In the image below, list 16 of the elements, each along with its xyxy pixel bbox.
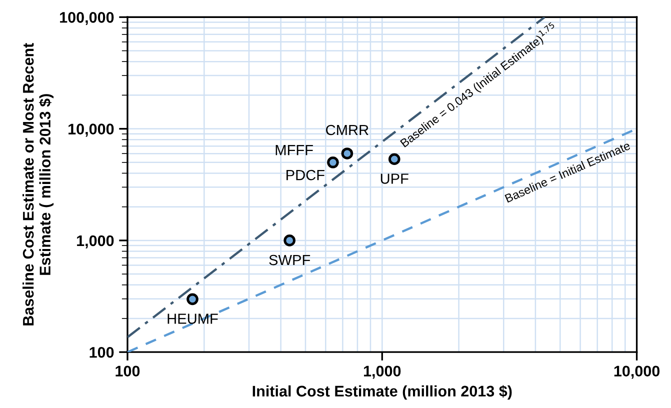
x-axis-title: Initial Cost Estimate (million 2013 $) — [252, 385, 512, 400]
x-tick-label: 1,000 — [364, 366, 401, 379]
x-tick-label: 10,000 — [614, 366, 660, 379]
y-tick-label: 1,000 — [77, 235, 114, 248]
annotation: MFFF — [276, 145, 313, 156]
y-axis-title: Baseline Cost Estimate or Most Recent Estimate ( million 2013 $) — [22, 43, 54, 326]
y-tick-label: 100,000 — [60, 12, 114, 26]
y-tick-label: 100 — [90, 346, 114, 358]
annotation: SWPF — [269, 254, 310, 266]
annotation: Baseline = 0.043 (Initial Estimate)$^{1.75}$ — [398, 22, 560, 150]
annotation: PDCF — [286, 170, 324, 180]
x-tick-label: 100 — [116, 366, 140, 377]
annotation: CMRR — [326, 124, 368, 136]
annotation: HEUMF — [168, 314, 218, 324]
y-tick-label: 10,000 — [68, 124, 114, 137]
annotation: UPF — [380, 174, 408, 184]
